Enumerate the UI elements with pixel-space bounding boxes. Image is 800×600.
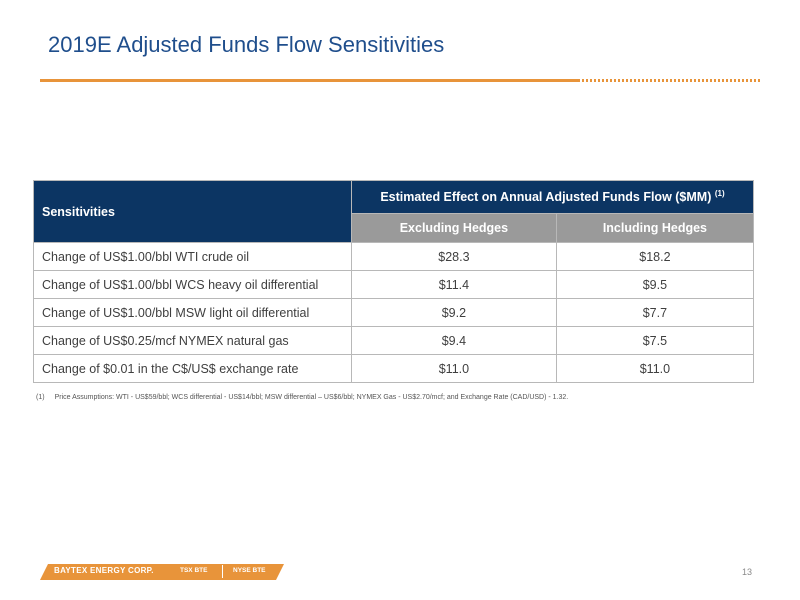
table-row: Change of US$1.00/bbl WTI crude oil $28.… [33,242,755,271]
footnote: (1) Price Assumptions: WTI - US$59/bbl; W… [36,394,568,401]
table-row: Change of US$0.25/mcf NYMEX natural gas … [33,326,755,355]
value-excluding: $11.4 [351,270,557,299]
company-logo: BAYTEX ENERGY CORP. [54,566,154,575]
value-excluding: $28.3 [351,242,557,271]
row-label: Change of US$1.00/bbl WTI crude oil [33,242,352,271]
value-excluding: $9.4 [351,326,557,355]
header-including-hedges: Including Hedges [555,213,755,243]
value-excluding: $11.0 [351,354,557,383]
table-row: Change of US$1.00/bbl MSW light oil diff… [33,298,755,327]
value-including: $9.5 [555,270,755,299]
row-label: Change of US$0.25/mcf NYMEX natural gas [33,326,352,355]
page-title: 2019E Adjusted Funds Flow Sensitivities [48,32,445,57]
footer-logo-band [40,564,284,580]
ticker-divider [222,565,223,578]
header-footnote-marker: (1) [714,189,725,199]
nyse-ticker: NYSE BTE [233,567,266,574]
page-number: 13 [741,567,752,577]
row-label: Change of US$1.00/bbl MSW light oil diff… [33,298,352,327]
value-including: $18.2 [555,242,755,271]
value-excluding: $9.2 [351,298,557,327]
footnote-text: Price Assumptions: WTI - US$59/bbl; WCS … [54,394,569,401]
header-estimated-effect-label: Estimated Effect on Annual Adjusted Fund… [380,190,712,205]
value-including: $7.5 [555,326,755,355]
title-underline [40,79,578,82]
header-excluding-hedges: Excluding Hedges [351,213,557,243]
row-label: Change of US$1.00/bbl WCS heavy oil diff… [33,270,352,299]
tsx-ticker: TSX BTE [180,567,208,574]
table-row: Change of $0.01 in the C$/US$ exchange r… [33,354,755,383]
table-row: Change of US$1.00/bbl WCS heavy oil diff… [33,270,755,299]
value-including: $11.0 [555,354,755,383]
header-estimated-effect: Estimated Effect on Annual Adjusted Fund… [351,180,754,214]
footnote-number: (1) [36,394,45,401]
header-sensitivities: Sensitivities [33,180,352,243]
row-label: Change of $0.01 in the C$/US$ exchange r… [33,354,352,383]
value-including: $7.7 [555,298,755,327]
title-underline-hatched [578,79,760,82]
sensitivities-table: Sensitivities Estimated Effect on Annual… [33,180,755,383]
